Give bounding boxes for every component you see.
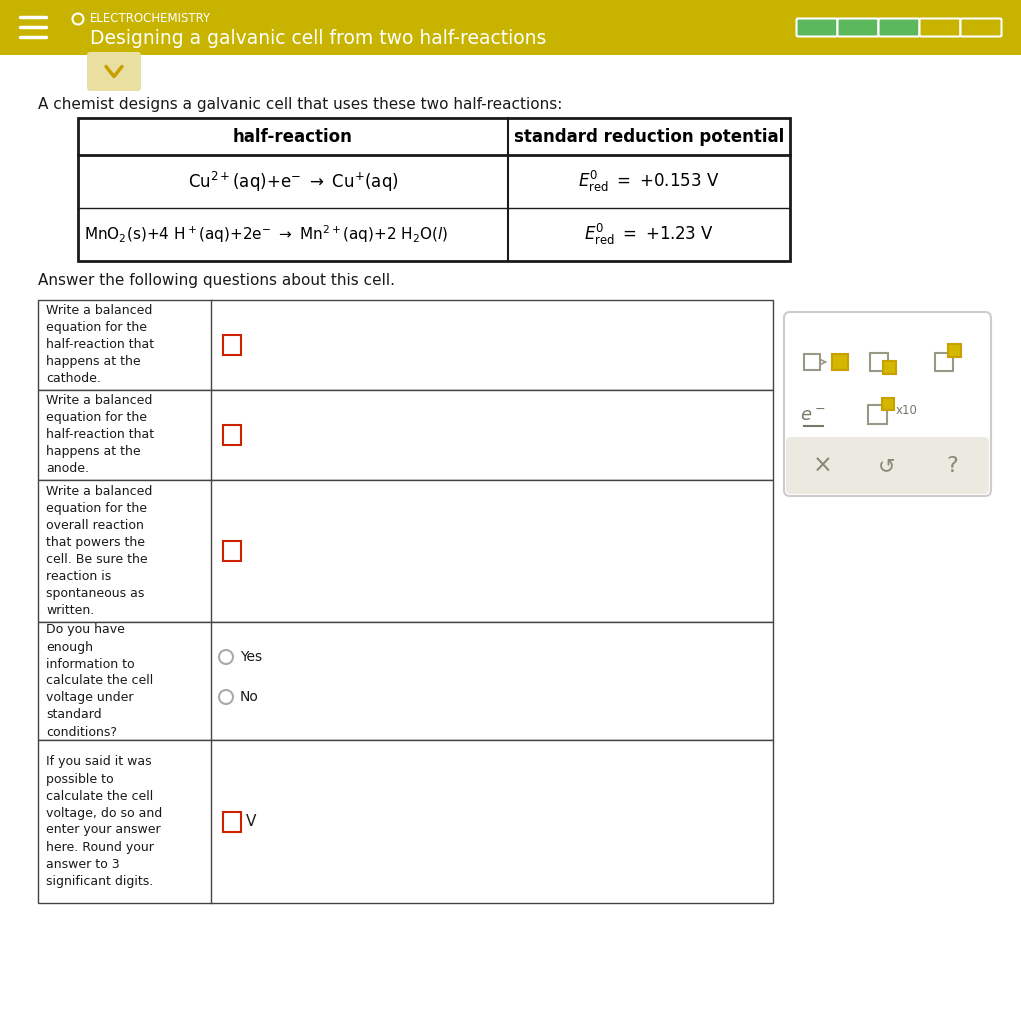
Text: V: V bbox=[246, 814, 256, 829]
Bar bbox=[38, 390, 773, 480]
Bar bbox=[870, 353, 888, 371]
Text: Do you have
enough
information to
calculate the cell
voltage under
standard
cond: Do you have enough information to calcul… bbox=[46, 624, 153, 738]
Text: Yes: Yes bbox=[240, 650, 262, 664]
Bar bbox=[38, 622, 773, 740]
FancyBboxPatch shape bbox=[796, 18, 837, 37]
Bar bbox=[223, 541, 241, 561]
FancyBboxPatch shape bbox=[87, 52, 141, 91]
Text: MnO$_2$(s)+4 H$^+$(aq)+2e$^{-}$ $\rightarrow$ Mn$^{2+}$(aq)+2 H$_2$O($\it{l}$): MnO$_2$(s)+4 H$^+$(aq)+2e$^{-}$ $\righta… bbox=[84, 223, 448, 246]
Text: $e^-$: $e^-$ bbox=[800, 407, 826, 425]
Text: standard reduction potential: standard reduction potential bbox=[514, 128, 784, 145]
Text: A chemist designs a galvanic cell that uses these two half-reactions:: A chemist designs a galvanic cell that u… bbox=[38, 97, 563, 113]
Bar bbox=[935, 353, 953, 371]
Bar bbox=[868, 406, 887, 424]
Text: $E^0_{\mathrm{red}}$ $=$ $+$1.23 V: $E^0_{\mathrm{red}}$ $=$ $+$1.23 V bbox=[584, 222, 714, 247]
Text: Cu$^{2+}$(aq)+e$^{-}$ $\rightarrow$ Cu$^{+}$(aq): Cu$^{2+}$(aq)+e$^{-}$ $\rightarrow$ Cu$^… bbox=[188, 169, 398, 194]
FancyBboxPatch shape bbox=[784, 312, 991, 496]
Bar bbox=[38, 480, 773, 622]
Text: Designing a galvanic cell from two half-reactions: Designing a galvanic cell from two half-… bbox=[90, 29, 546, 47]
Bar bbox=[38, 300, 773, 390]
Text: ×: × bbox=[813, 454, 833, 478]
Text: Write a balanced
equation for the
half-reaction that
happens at the
anode.: Write a balanced equation for the half-r… bbox=[46, 394, 154, 475]
Bar bbox=[949, 344, 961, 357]
FancyBboxPatch shape bbox=[878, 18, 920, 37]
Bar bbox=[883, 361, 896, 374]
Bar bbox=[832, 354, 848, 370]
Text: ↺: ↺ bbox=[878, 456, 895, 476]
Text: ELECTROCHEMISTRY: ELECTROCHEMISTRY bbox=[90, 12, 211, 26]
FancyBboxPatch shape bbox=[920, 18, 961, 37]
Text: Answer the following questions about this cell.: Answer the following questions about thi… bbox=[38, 273, 395, 289]
Text: Write a balanced
equation for the
half-reaction that
happens at the
cathode.: Write a balanced equation for the half-r… bbox=[46, 304, 154, 385]
Bar bbox=[223, 811, 241, 831]
FancyBboxPatch shape bbox=[837, 18, 878, 37]
Bar bbox=[804, 354, 820, 370]
Text: x10: x10 bbox=[896, 404, 918, 418]
Bar bbox=[0, 0, 1021, 55]
Text: No: No bbox=[240, 690, 259, 705]
Bar bbox=[223, 425, 241, 445]
Bar bbox=[223, 335, 241, 355]
Text: $E^0_{\mathrm{red}}$ $=$ $+$0.153 V: $E^0_{\mathrm{red}}$ $=$ $+$0.153 V bbox=[578, 169, 720, 195]
Bar bbox=[78, 118, 790, 261]
Text: ?: ? bbox=[946, 456, 958, 476]
Text: half-reaction: half-reaction bbox=[233, 128, 353, 145]
FancyBboxPatch shape bbox=[961, 18, 1002, 37]
Text: Write a balanced
equation for the
overall reaction
that powers the
cell. Be sure: Write a balanced equation for the overal… bbox=[46, 485, 152, 617]
FancyBboxPatch shape bbox=[786, 437, 989, 494]
Bar bbox=[38, 740, 773, 903]
Bar bbox=[882, 398, 894, 410]
Text: If you said it was
possible to
calculate the cell
voltage, do so and
enter your : If you said it was possible to calculate… bbox=[46, 756, 162, 888]
